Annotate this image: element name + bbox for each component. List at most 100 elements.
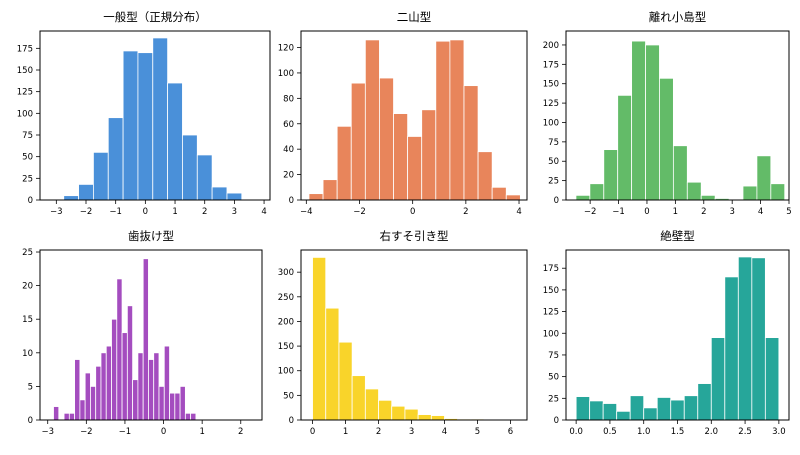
histogram-bar xyxy=(701,195,715,200)
histogram-bar xyxy=(351,83,365,200)
x-tick-label: 0 xyxy=(644,207,649,217)
x-tick-label: 1 xyxy=(343,427,348,437)
histogram-bar xyxy=(478,152,492,200)
histogram-bar xyxy=(590,401,604,420)
x-tick-label: −2 xyxy=(584,207,597,217)
x-tick-label: −1 xyxy=(109,207,122,217)
histogram-bar xyxy=(418,415,431,420)
y-tick-label: 200 xyxy=(543,41,559,51)
x-tick-label: 4 xyxy=(261,207,266,217)
histogram-bar xyxy=(185,413,190,420)
histogram-bar xyxy=(392,406,405,420)
y-tick-label: 175 xyxy=(17,44,33,54)
x-tick-label: 0 xyxy=(143,207,148,217)
histogram-bar xyxy=(422,110,436,200)
x-tick-label: 1 xyxy=(673,207,678,217)
y-tick-label: 5 xyxy=(28,382,33,392)
panel-title: 二山型 xyxy=(397,10,432,24)
y-tick-label: 100 xyxy=(17,109,33,119)
y-tick-label: 150 xyxy=(543,286,559,296)
y-tick-label: 75 xyxy=(548,351,559,361)
x-tick-label: 4 xyxy=(758,207,763,217)
y-tick-label: 250 xyxy=(278,293,294,303)
panel-title: 一般型（正規分布） xyxy=(103,10,207,24)
histogram-bar xyxy=(337,126,351,200)
y-tick-label: 175 xyxy=(543,60,559,70)
x-tick-label: −1 xyxy=(119,427,132,437)
histogram-bar xyxy=(197,155,212,200)
y-tick-label: 100 xyxy=(278,367,294,377)
histogram-bar xyxy=(379,400,392,420)
y-tick-label: 50 xyxy=(548,373,559,383)
y-tick-label: 25 xyxy=(22,174,33,184)
histogram-bar xyxy=(671,400,685,420)
histogram-bar xyxy=(108,118,123,200)
x-tick-label: 1.0 xyxy=(637,427,651,437)
histogram-bar xyxy=(313,257,326,420)
histogram-bar xyxy=(618,95,632,200)
histogram-bar xyxy=(603,404,617,420)
histogram-bar xyxy=(711,338,725,420)
histogram-bar xyxy=(436,41,450,200)
histogram-bar xyxy=(143,259,148,420)
histogram-bar xyxy=(64,196,79,200)
x-tick-label: 0 xyxy=(161,427,166,437)
panel-title: 歯抜け型 xyxy=(128,229,174,243)
histogram-bar xyxy=(752,258,766,420)
y-tick-label: 100 xyxy=(543,329,559,339)
y-tick-label: 50 xyxy=(22,153,33,163)
histogram-bar xyxy=(590,184,604,200)
histogram-bar xyxy=(771,184,785,200)
x-tick-label: 4 xyxy=(442,427,447,437)
x-tick-label: −4 xyxy=(300,207,313,217)
histogram-bar xyxy=(127,306,132,420)
x-tick-label: 5 xyxy=(786,207,791,217)
x-tick-label: −3 xyxy=(41,427,54,437)
y-tick-label: 150 xyxy=(17,66,33,76)
histogram-bar xyxy=(698,384,712,420)
histogram-bar xyxy=(54,407,59,420)
y-tick-label: 0 xyxy=(289,416,294,426)
y-tick-label: 40 xyxy=(283,145,294,155)
x-tick-label: −2 xyxy=(80,427,93,437)
x-tick-label: 0.5 xyxy=(603,427,617,437)
y-tick-label: 0 xyxy=(554,196,559,206)
histogram-bar xyxy=(159,386,164,420)
histogram-bar xyxy=(644,408,658,420)
histogram-bar xyxy=(323,180,337,200)
histogram-bar xyxy=(632,41,646,200)
histogram-bar xyxy=(365,389,378,420)
x-tick-label: 1 xyxy=(199,427,204,437)
y-tick-label: 15 xyxy=(22,315,33,325)
histogram-bar xyxy=(69,413,74,420)
x-tick-label: 2 xyxy=(376,427,381,437)
histogram-bar xyxy=(646,45,660,200)
x-tick-label: 2.0 xyxy=(705,427,719,437)
x-tick-label: 1 xyxy=(172,207,177,217)
histogram-bar xyxy=(405,409,418,420)
x-tick-label: −2 xyxy=(353,207,366,217)
y-tick-label: 150 xyxy=(543,80,559,90)
histogram-bar xyxy=(133,380,138,420)
y-tick-label: 25 xyxy=(548,394,559,404)
histogram-bar xyxy=(394,114,408,200)
y-tick-label: 60 xyxy=(283,120,294,130)
x-tick-label: 0 xyxy=(410,207,415,217)
histogram-bar xyxy=(168,83,183,200)
histogram-bar xyxy=(180,386,185,420)
histogram-bar xyxy=(227,193,242,200)
x-tick-label: 3 xyxy=(232,207,237,217)
histogram-bar xyxy=(153,38,168,200)
histogram-bar xyxy=(431,416,444,420)
x-tick-label: −3 xyxy=(50,207,63,217)
histogram-bar xyxy=(148,360,153,420)
histogram-bar xyxy=(450,40,464,200)
x-tick-label: 2 xyxy=(202,207,207,217)
x-tick-label: −1 xyxy=(612,207,625,217)
histogram-bar xyxy=(80,400,85,420)
